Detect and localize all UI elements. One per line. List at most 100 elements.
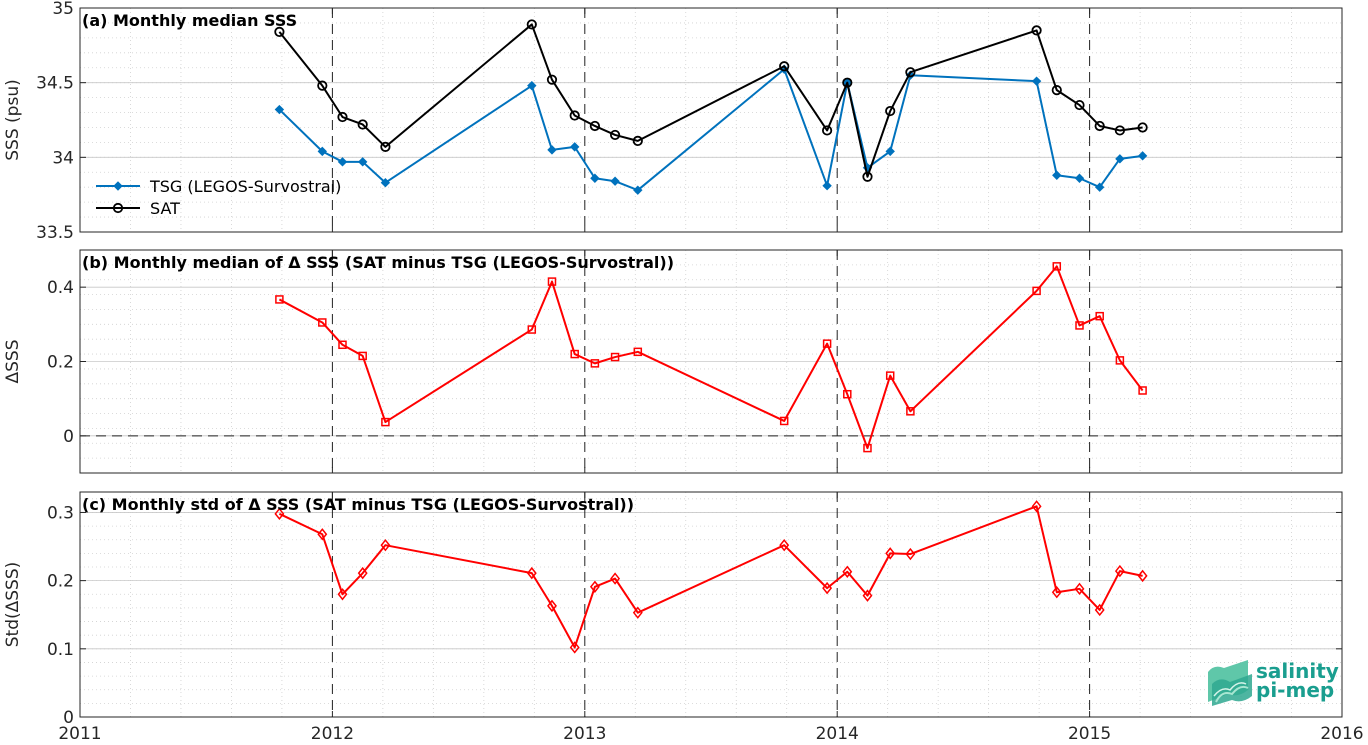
legend-label: TSG (LEGOS-Survostral) [149, 177, 341, 196]
data-point [885, 105, 896, 117]
data-point [274, 26, 285, 37]
y-tick-label: 0 [63, 708, 74, 728]
logo-line-1: salinity [1256, 659, 1339, 683]
data-point [381, 417, 390, 427]
data-point [338, 340, 347, 350]
data-point [275, 295, 284, 304]
data-point [822, 581, 833, 595]
data-point [112, 202, 124, 214]
data-point [632, 606, 643, 619]
data-point [885, 371, 895, 380]
series-delta-1 [275, 262, 1147, 453]
y-tick-label: 34.5 [36, 74, 74, 94]
data-point [822, 180, 832, 191]
data-point [842, 77, 853, 88]
data-point [569, 641, 580, 654]
logo-mark-icon [1208, 660, 1252, 706]
data-point [632, 135, 643, 147]
data-point [633, 185, 643, 195]
y-tick-label: 0 [63, 427, 74, 447]
series-sat [274, 19, 1148, 182]
data-point [885, 146, 895, 157]
data-point [358, 351, 367, 361]
logo-line-2: pi-mep [1256, 678, 1334, 702]
data-point [1137, 122, 1148, 133]
data-point [1114, 564, 1125, 578]
series-line [278, 265, 1144, 450]
data-point [1137, 151, 1148, 161]
data-point [590, 173, 600, 183]
y-tick-label: 34 [52, 148, 74, 168]
data-point [318, 318, 327, 327]
data-point [885, 547, 896, 560]
data-point [1138, 386, 1147, 395]
data-point [317, 528, 328, 541]
data-point [380, 178, 391, 188]
data-point [1051, 85, 1062, 96]
data-point [274, 507, 285, 521]
data-point [357, 566, 368, 580]
data-point [906, 407, 915, 416]
data-point [905, 67, 916, 78]
y-axis-label: Std(ΔSSS) [3, 562, 23, 648]
data-point [1075, 321, 1084, 330]
series-line [278, 23, 1143, 178]
data-point [589, 580, 600, 593]
y-tick-label: 0.3 [47, 503, 74, 523]
axes-box [79, 491, 1343, 718]
data-point [822, 339, 832, 348]
data-point [1074, 99, 1085, 111]
data-point [113, 181, 123, 191]
x-tick-label: 2015 [1068, 724, 1111, 744]
data-point [547, 599, 557, 613]
y-tick-label: 0.2 [47, 353, 74, 373]
x-tick-label: 2012 [311, 724, 354, 744]
data-point [526, 19, 537, 30]
data-point [1052, 262, 1062, 271]
data-point [609, 129, 621, 141]
data-point [1114, 125, 1125, 136]
data-point [779, 61, 790, 72]
y-axis-label: ΔSSS [3, 339, 23, 383]
data-point [1094, 603, 1105, 617]
data-point [274, 104, 285, 115]
data-point [569, 110, 580, 121]
panel-b: 0 0.2 0.4 ΔSSS (b) Monthly median of Δ SSS (… [3, 249, 1343, 474]
y-tick-label: 0.4 [47, 278, 74, 298]
series-line [278, 505, 1143, 649]
data-point [822, 125, 833, 136]
data-point [337, 157, 348, 167]
data-point [546, 74, 558, 85]
data-point [779, 416, 789, 426]
data-point [1074, 582, 1085, 596]
data-point [589, 120, 600, 132]
data-point [527, 80, 537, 91]
data-point [569, 142, 580, 152]
data-point [610, 572, 621, 585]
data-point [570, 349, 579, 359]
x-tick-label: 2011 [58, 724, 101, 744]
data-point [842, 565, 853, 578]
data-point [527, 325, 537, 334]
data-point [1095, 311, 1104, 321]
data-point [547, 145, 557, 155]
data-point [1115, 154, 1125, 164]
data-point [1031, 76, 1042, 86]
data-point [1137, 569, 1148, 583]
data-point [590, 359, 600, 368]
data-point [337, 588, 348, 601]
data-point [380, 538, 391, 552]
data-point [337, 111, 348, 123]
legend: TSG (LEGOS-Survostral) SAT [96, 177, 341, 218]
legend-label: SAT [150, 199, 180, 218]
data-point [610, 352, 620, 362]
panel-title: (a) Monthly median SSS [82, 11, 297, 30]
data-point [1052, 170, 1062, 180]
axes-box [79, 7, 1343, 233]
series-delta-2 [274, 500, 1148, 654]
panel-c: 0 0.1 0.2 0.3 2011 2012 2013 2014 2015 2016 Std(ΔS… [3, 491, 1364, 744]
panel-a: 33.5 34 34.5 35 SSS (psu) (a) Monthly median … [3, 0, 1343, 243]
y-tick-label: 0.1 [47, 640, 74, 660]
x-tick-label: 2013 [563, 724, 606, 744]
